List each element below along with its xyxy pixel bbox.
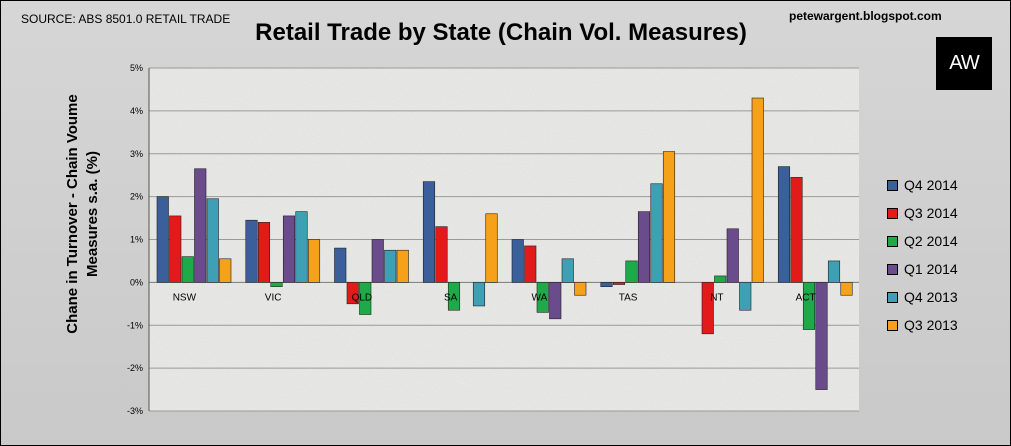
- bar: [334, 247, 347, 283]
- bar: [396, 249, 409, 283]
- x-category-label: NSW: [173, 292, 197, 303]
- bar: [371, 239, 384, 283]
- x-category-label: TAS: [619, 292, 638, 303]
- bar: [625, 260, 638, 283]
- x-category-label: WA: [532, 292, 548, 303]
- bar: [650, 183, 663, 283]
- y-tick-label: -1%: [127, 320, 143, 330]
- bar: [561, 258, 574, 283]
- bar: [612, 282, 626, 285]
- bar: [815, 282, 828, 390]
- bar: [206, 198, 219, 283]
- y-tick-label: 5%: [130, 63, 143, 73]
- bar: [472, 282, 486, 307]
- legend-label: Q1 2014: [904, 261, 958, 277]
- y-tick-label: 1%: [130, 235, 143, 245]
- legend-swatch: [887, 291, 898, 303]
- source-note: SOURCE: ABS 8501.0 RETAIL TRADE: [21, 12, 231, 26]
- bar: [777, 166, 791, 283]
- legend-label: Q4 2014: [904, 177, 958, 193]
- legend-swatch: [887, 179, 898, 191]
- bar: [802, 282, 816, 330]
- bar: [307, 239, 321, 283]
- bar: [257, 222, 271, 283]
- aw-logo: AW: [936, 37, 992, 90]
- x-category-label: SA: [444, 292, 458, 303]
- legend-item: Q4 2014: [887, 175, 958, 195]
- bar: [790, 177, 803, 283]
- legend-item: Q3 2013: [887, 315, 958, 335]
- y-tick-label: -3%: [127, 406, 143, 416]
- chart-title: Retail Trade by State (Chain Vol. Measur…: [255, 19, 747, 46]
- legend-swatch: [887, 235, 898, 247]
- legend-swatch: [887, 319, 898, 331]
- bar: [536, 282, 549, 313]
- bar: [435, 226, 448, 283]
- bar: [827, 260, 841, 283]
- bar: [181, 256, 194, 283]
- bar: [282, 215, 296, 283]
- bar: [714, 275, 727, 283]
- bar: [422, 181, 436, 283]
- legend-item: Q3 2014: [887, 203, 958, 223]
- bar: [574, 282, 587, 296]
- legend-item: Q1 2014: [887, 259, 958, 279]
- x-category-label: VIC: [265, 292, 282, 303]
- bar: [219, 258, 232, 283]
- bar: [156, 196, 169, 283]
- legend-swatch: [887, 263, 898, 275]
- y-tick-label: 2%: [130, 192, 143, 202]
- bar: [524, 245, 537, 283]
- bar: [662, 151, 676, 283]
- legend-label: Q3 2014: [904, 205, 958, 221]
- bar: [751, 97, 764, 283]
- bar: [549, 282, 562, 320]
- y-tick-label: 3%: [130, 149, 143, 159]
- y-tick-label: 4%: [130, 106, 143, 116]
- legend-label: Q3 2013: [904, 317, 958, 333]
- bar: [169, 215, 182, 283]
- bar: [447, 282, 461, 311]
- y-tick-label: -2%: [127, 363, 143, 373]
- bar: [384, 249, 397, 283]
- bar: [701, 282, 714, 335]
- bar: [840, 282, 853, 296]
- x-category-label: QLD: [352, 292, 373, 303]
- bar: [194, 168, 207, 283]
- bar: [270, 282, 283, 287]
- bar: [359, 282, 372, 315]
- legend-label: Q2 2014: [904, 233, 958, 249]
- bar: [739, 282, 752, 311]
- bar: [637, 211, 651, 283]
- legend-item: Q2 2014: [887, 231, 958, 251]
- bar: [511, 239, 524, 283]
- bar: [485, 213, 498, 283]
- bar: [295, 211, 308, 283]
- x-category-label: NT: [710, 292, 723, 303]
- legend-item: Q4 2013: [887, 287, 958, 307]
- bar: [600, 282, 613, 287]
- y-tick-label: 0%: [130, 277, 143, 287]
- blog-url: petewargent.blogspot.com: [789, 9, 942, 23]
- bar: [245, 219, 258, 283]
- legend-label: Q4 2013: [904, 289, 958, 305]
- legend-swatch: [887, 207, 898, 219]
- x-category-label: ACT: [796, 292, 816, 303]
- bar: [346, 282, 359, 305]
- bar: [726, 228, 739, 283]
